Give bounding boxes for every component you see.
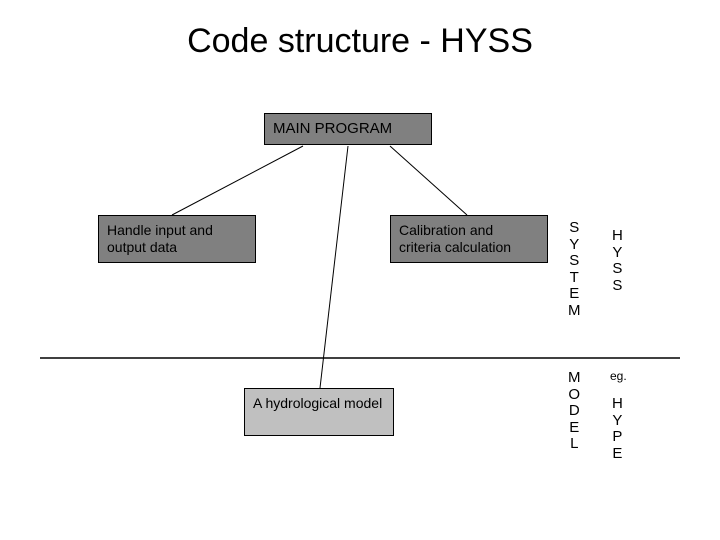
label-model: MODEL	[568, 370, 581, 453]
box-main-program: MAIN PROGRAM	[264, 113, 432, 145]
label-hype: HYPE	[612, 396, 623, 462]
label-hyss: HYSS	[612, 228, 623, 294]
slide-title: Code structure - HYSS	[0, 22, 720, 61]
label-system: SYSTEM	[568, 220, 581, 319]
label-eg: eg.	[610, 370, 627, 383]
box-calibration: Calibration and criteria calculation	[390, 215, 548, 263]
box-handle-io: Handle input and output data	[98, 215, 256, 263]
box-hydrological-model: A hydrological model	[244, 388, 394, 436]
